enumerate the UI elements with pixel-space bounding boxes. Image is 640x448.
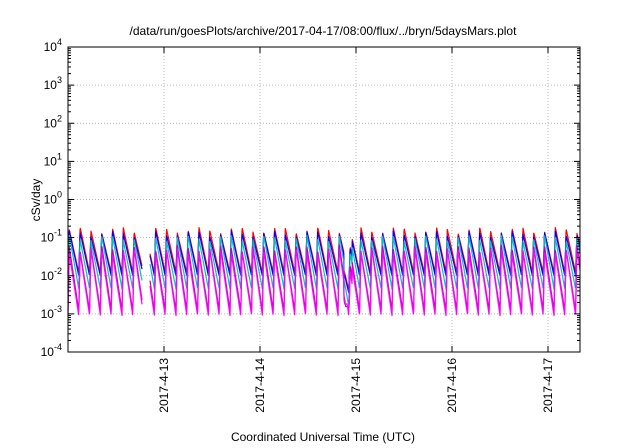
- series-line: [67, 234, 581, 307]
- x-axis: 2017-4-13 2017-4-14 2017-4-15 2017-4-16 2017…: [157, 47, 555, 413]
- y-tick-label: 10-2: [41, 266, 62, 283]
- y-axis-label: cSv/day: [29, 179, 43, 222]
- y-tick-label: 102: [44, 113, 62, 130]
- chart-title: /data/run/goesPlots/archive/2017-04-17/0…: [130, 24, 518, 38]
- y-tick-label: 100: [44, 190, 62, 207]
- y-tick-label: 10-3: [41, 304, 62, 321]
- x-tick-label: 2017-4-17: [541, 358, 555, 413]
- y-tick-label: 101: [44, 151, 62, 168]
- y-tick-label: 10-4: [41, 342, 62, 359]
- x-tick-label: 2017-4-15: [349, 358, 363, 413]
- y-tick-label: 10-1: [41, 228, 62, 245]
- x-tick-label: 2017-4-13: [157, 358, 171, 413]
- grid: [68, 47, 580, 352]
- series-line: [67, 248, 581, 317]
- y-tick-label: 103: [44, 75, 62, 92]
- x-tick-label: 2017-4-16: [445, 358, 459, 413]
- y-tick-label: 104: [44, 37, 62, 54]
- series-layer: [67, 227, 581, 317]
- y-axis: 10-4 10-3 10-2 10-1 100 101 102 103 104: [41, 37, 580, 359]
- x-tick-label: 2017-4-14: [253, 358, 267, 413]
- x-axis-label: Coordinated Universal Time (UTC): [231, 430, 415, 444]
